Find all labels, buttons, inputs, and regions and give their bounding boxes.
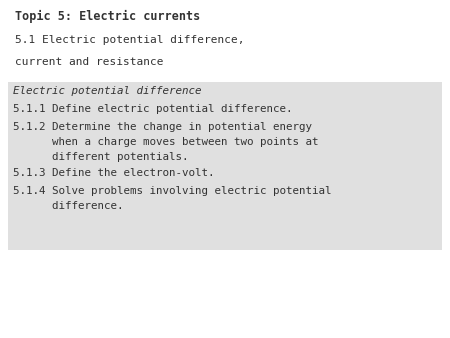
Bar (8, 82, 442, 250)
Text: current and resistance: current and resistance (15, 57, 163, 67)
Text: 5.1.3 Define the electron-volt.: 5.1.3 Define the electron-volt. (13, 168, 215, 178)
Text: Topic 5: Electric currents: Topic 5: Electric currents (15, 10, 200, 23)
Text: 5.1.1 Define electric potential difference.: 5.1.1 Define electric potential differen… (13, 104, 292, 114)
Text: 5.1.4 Solve problems involving electric potential: 5.1.4 Solve problems involving electric … (13, 186, 332, 196)
Text: when a charge moves between two points at: when a charge moves between two points a… (13, 137, 319, 147)
Text: Electric potential difference: Electric potential difference (13, 86, 202, 96)
Text: difference.: difference. (13, 201, 123, 211)
Text: 5.1 Electric potential difference,: 5.1 Electric potential difference, (15, 35, 244, 45)
Text: 5.1.2 Determine the change in potential energy: 5.1.2 Determine the change in potential … (13, 122, 312, 132)
Text: different potentials.: different potentials. (13, 152, 189, 162)
